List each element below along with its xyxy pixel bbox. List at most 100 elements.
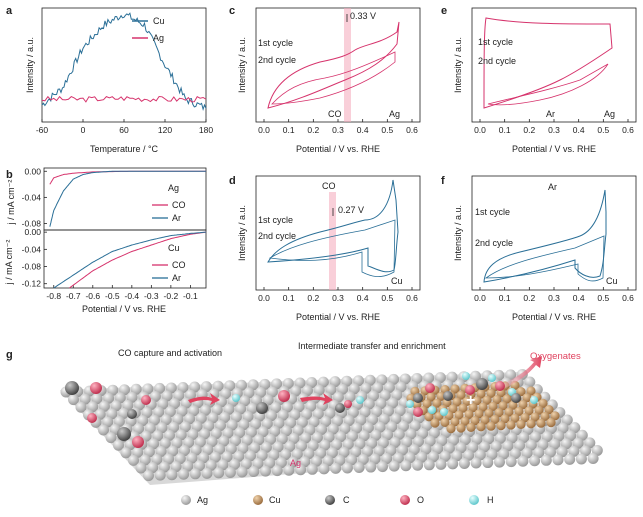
- panel-b-bottom-y-tick-label: -0.04: [22, 244, 42, 254]
- cu-atom: [476, 422, 486, 432]
- panel-c-ylabel: Intensity / a.u.: [237, 37, 247, 93]
- panel-b-x-tick-label: -0.1: [183, 291, 198, 301]
- cu-atom: [478, 402, 488, 412]
- cu-atom: [472, 396, 482, 406]
- ag-atom: [201, 467, 213, 479]
- panel-b-top-metal: Ag: [168, 183, 179, 193]
- ag-atom: [236, 466, 248, 478]
- panel-a-series-ag: [41, 95, 207, 103]
- cu-atom: [430, 418, 440, 428]
- ag-atom: [120, 447, 132, 459]
- ag-atom: [517, 455, 529, 467]
- panel-b-top-legend-co: CO: [172, 200, 186, 210]
- panel-e-ylabel: Intensity / a.u.: [453, 37, 463, 93]
- ag-atom: [494, 456, 505, 468]
- cu-atom: [498, 401, 508, 411]
- cu-atom: [500, 414, 510, 424]
- cu-atom: [544, 405, 554, 415]
- panel-c-metal: Ag: [389, 109, 400, 119]
- c-atom: [117, 427, 131, 441]
- panel-a-x-tick-label: 180: [199, 125, 213, 135]
- cu-atom: [502, 394, 512, 404]
- cu-atom: [490, 414, 500, 424]
- panel-e-x-tick-label: 0.1: [499, 125, 511, 135]
- cu-atom: [534, 405, 544, 415]
- cu-atom: [436, 391, 446, 401]
- panel-d-x-tick-label: 0.5: [381, 293, 393, 303]
- h-atom: [356, 396, 364, 404]
- panel-b-top-y-tick-label: -0.04: [22, 192, 42, 202]
- panel-b-bottom-ylabel: j / mA cm⁻²: [4, 240, 14, 286]
- ag-atom: [260, 465, 271, 477]
- panel-d-x-tick-label: 0.0: [258, 293, 270, 303]
- cu-atom: [480, 415, 490, 425]
- cu-atom: [526, 386, 536, 396]
- panel-d-ylabel: Intensity / a.u.: [237, 205, 247, 261]
- panel-d: d CO 0.27 V 1st cycle 2nd cycle Cu 0.0 0.…: [229, 175, 421, 322]
- panel-b-bottom-series-co: [69, 231, 207, 289]
- panel-d-label: d: [229, 175, 236, 187]
- cu-atom: [530, 412, 540, 422]
- panel-a-x-tick-label: -60: [36, 125, 49, 135]
- panel-f-cv-cycle1: [483, 189, 607, 283]
- cu-atom: [422, 399, 432, 409]
- c-atom: [335, 403, 345, 413]
- panel-b-x-tick-label: -0.3: [144, 291, 159, 301]
- panel-c-x-tick-label: 0.3: [332, 125, 344, 135]
- cu-atom: [476, 389, 486, 399]
- panel-d-peak-band: [329, 192, 336, 290]
- panel-f-cycle1-label: 1st cycle: [475, 207, 510, 217]
- flow-arrow-2: [300, 393, 333, 405]
- panel-c-x-tick-label: 0.2: [307, 125, 319, 135]
- ag-atom: [98, 424, 109, 436]
- panel-e-metal: Ag: [604, 109, 615, 119]
- ag-atom: [470, 457, 482, 469]
- panel-a-label: a: [6, 5, 13, 17]
- panel-e-x-tick-label: 0.3: [548, 125, 560, 135]
- panel-e: e 1st cycle 2nd cycle Ar Ag 0.0 0.1 0.2 0.3…: [441, 5, 637, 154]
- panel-f-axes: [471, 175, 637, 291]
- ag-atom: [587, 453, 599, 464]
- panel-d-xlabel: Potential / V vs. RHE: [296, 312, 380, 322]
- panel-g-step2: Intermediate transfer and enrichment: [298, 341, 446, 351]
- cu-atom: [486, 388, 496, 398]
- panel-c-peak-label: 0.33 V: [350, 11, 376, 21]
- o-atom: [413, 407, 423, 417]
- panel-b-bottom-legend-ar: Ar: [172, 273, 181, 283]
- panel-b-x-tick-label: -0.4: [125, 291, 140, 301]
- o-atom: [141, 395, 151, 405]
- panel-b-bottom-series-ar: [53, 231, 207, 289]
- ag-atom: [365, 461, 377, 473]
- h-atom: [462, 372, 470, 380]
- o-atom: [425, 383, 435, 393]
- panel-b-x-tick-label: -0.5: [105, 291, 120, 301]
- legend-cu-icon: [253, 495, 263, 505]
- legend-o-icon: [400, 495, 410, 505]
- panel-b-bottom-y-tick-label: -0.12: [22, 279, 42, 289]
- cu-atom: [466, 422, 476, 432]
- cu-atom: [460, 416, 470, 426]
- ag-atom: [564, 453, 576, 465]
- cu-atom: [522, 393, 532, 403]
- panel-c-x-tick-label: 0.6: [406, 125, 418, 135]
- panel-d-cycle2-label: 2nd cycle: [258, 231, 296, 241]
- panel-c-cv-cycle1: [267, 21, 400, 109]
- panel-b-x-tick-label: -0.7: [66, 291, 81, 301]
- active-site-marker: +: [466, 392, 475, 409]
- panel-a-x-tick-label: 0: [81, 125, 86, 135]
- cu-atom: [458, 403, 468, 413]
- ag-atom: [271, 465, 283, 477]
- panel-e-cycle2-label: 2nd cycle: [478, 56, 516, 66]
- panel-d-cv-cycle1: [267, 179, 399, 273]
- panel-f-xlabel: Potential / V vs. RHE: [512, 312, 596, 322]
- h-atom: [530, 396, 538, 404]
- panel-b-top-series-co: [49, 170, 206, 185]
- o-atom: [465, 385, 475, 395]
- panel-g-product: Oxygenates: [530, 351, 581, 362]
- panel-b-ticks: -0.8 -0.7 -0.6 -0.5 -0.4 -0.3 -0.2 -0.10.00-0.0…: [22, 166, 198, 301]
- panel-b-top-legend-ar: Ar: [172, 213, 181, 223]
- cu-atom: [486, 421, 496, 431]
- panel-e-x-tick-label: 0.5: [597, 125, 609, 135]
- panel-e-xticks: 0.0 0.1 0.2 0.3 0.4 0.5 0.6: [474, 119, 634, 135]
- o-atom: [90, 382, 102, 394]
